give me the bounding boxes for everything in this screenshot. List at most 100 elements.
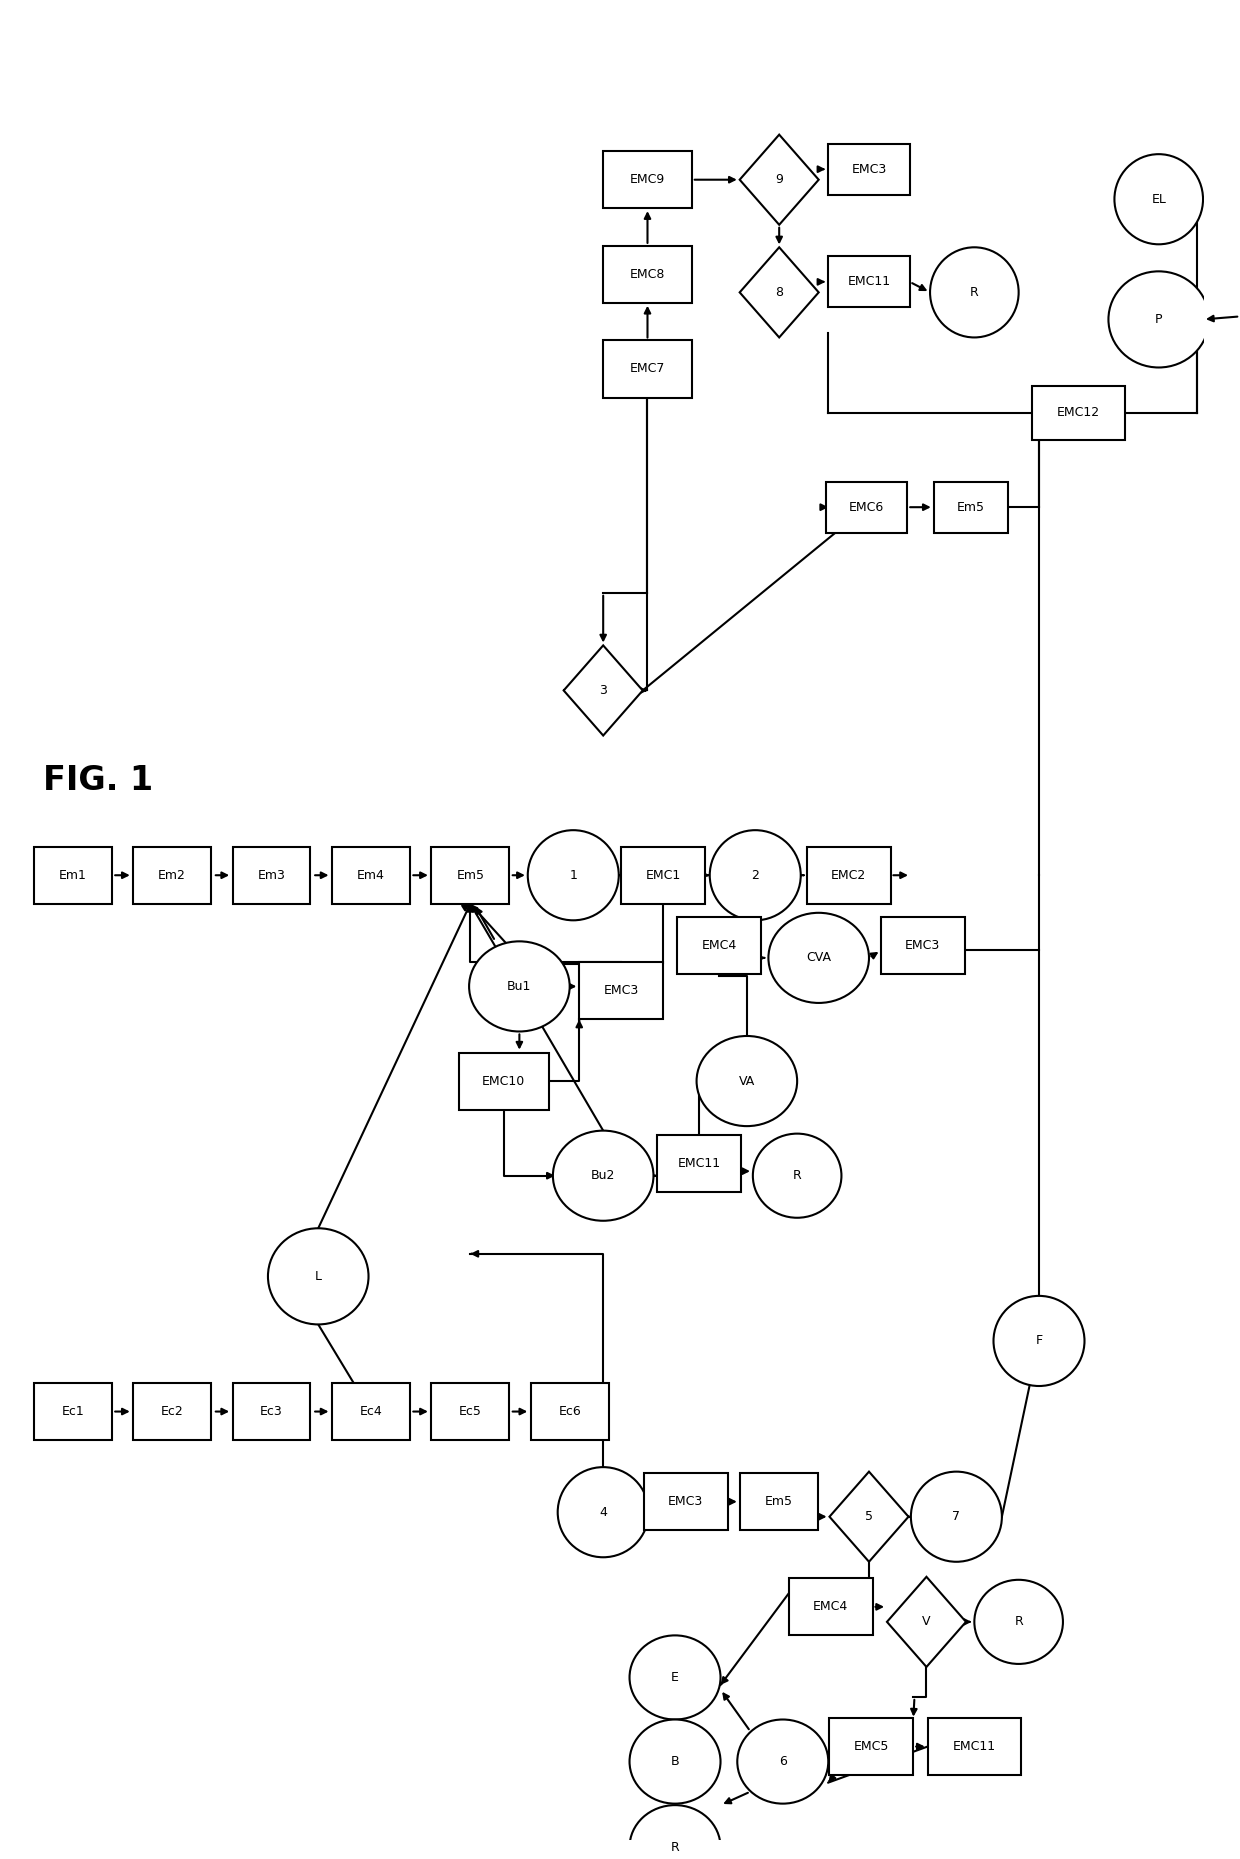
FancyBboxPatch shape <box>621 846 706 903</box>
FancyBboxPatch shape <box>233 846 310 903</box>
Text: EL: EL <box>1151 193 1166 206</box>
Text: E: E <box>671 1671 680 1684</box>
Ellipse shape <box>753 1134 842 1218</box>
Ellipse shape <box>911 1472 1002 1562</box>
Polygon shape <box>830 1472 909 1562</box>
Ellipse shape <box>469 941 569 1032</box>
Text: EMC3: EMC3 <box>668 1495 703 1508</box>
Ellipse shape <box>738 1720 828 1803</box>
FancyBboxPatch shape <box>432 1383 510 1441</box>
Text: EMC12: EMC12 <box>1056 405 1100 418</box>
Text: Em4: Em4 <box>357 868 384 881</box>
Ellipse shape <box>268 1229 368 1324</box>
Text: EMC4: EMC4 <box>702 939 737 952</box>
FancyBboxPatch shape <box>740 1472 818 1530</box>
Text: R: R <box>671 1840 680 1853</box>
Text: EMC11: EMC11 <box>847 275 890 288</box>
Text: 3: 3 <box>599 684 608 697</box>
Ellipse shape <box>930 247 1018 338</box>
Ellipse shape <box>697 1035 797 1127</box>
FancyBboxPatch shape <box>677 916 761 974</box>
FancyBboxPatch shape <box>928 1718 1021 1775</box>
Ellipse shape <box>630 1636 720 1720</box>
Text: R: R <box>970 286 978 299</box>
Text: Ec1: Ec1 <box>62 1405 84 1418</box>
Ellipse shape <box>993 1296 1085 1387</box>
Text: 4: 4 <box>599 1506 608 1519</box>
Text: Em5: Em5 <box>765 1495 794 1508</box>
Text: EMC1: EMC1 <box>646 868 681 881</box>
Ellipse shape <box>558 1467 649 1558</box>
FancyBboxPatch shape <box>828 143 910 195</box>
FancyBboxPatch shape <box>33 846 112 903</box>
Text: Em5: Em5 <box>456 868 485 881</box>
Text: EMC8: EMC8 <box>630 268 665 281</box>
FancyBboxPatch shape <box>1032 385 1125 439</box>
Ellipse shape <box>709 831 801 920</box>
FancyBboxPatch shape <box>603 151 692 208</box>
Text: EMC11: EMC11 <box>952 1740 996 1753</box>
FancyBboxPatch shape <box>233 1383 310 1441</box>
Text: V: V <box>923 1615 931 1628</box>
FancyBboxPatch shape <box>332 1383 410 1441</box>
Text: 1: 1 <box>569 868 577 881</box>
Text: EMC6: EMC6 <box>849 500 884 513</box>
FancyBboxPatch shape <box>830 1718 914 1775</box>
FancyBboxPatch shape <box>133 846 211 903</box>
Text: R: R <box>792 1169 801 1182</box>
Ellipse shape <box>975 1580 1063 1664</box>
Text: 7: 7 <box>952 1510 961 1523</box>
FancyBboxPatch shape <box>579 963 663 1019</box>
Text: Em1: Em1 <box>58 868 87 881</box>
FancyBboxPatch shape <box>603 245 692 303</box>
Text: VA: VA <box>739 1075 755 1088</box>
Ellipse shape <box>528 831 619 920</box>
Text: EMC7: EMC7 <box>630 363 665 376</box>
Text: 6: 6 <box>779 1755 786 1768</box>
Ellipse shape <box>769 913 869 1004</box>
Polygon shape <box>740 247 818 338</box>
Text: Em3: Em3 <box>258 868 285 881</box>
Text: 2: 2 <box>751 868 759 881</box>
FancyBboxPatch shape <box>432 846 510 903</box>
Text: Ec5: Ec5 <box>459 1405 481 1418</box>
Text: Ec6: Ec6 <box>558 1405 582 1418</box>
Text: Em5: Em5 <box>957 500 985 513</box>
FancyBboxPatch shape <box>880 916 965 974</box>
Ellipse shape <box>553 1130 653 1221</box>
Ellipse shape <box>630 1720 720 1803</box>
Text: EMC4: EMC4 <box>813 1601 848 1614</box>
FancyBboxPatch shape <box>657 1136 740 1192</box>
Text: P: P <box>1154 312 1162 325</box>
Polygon shape <box>887 1576 966 1668</box>
FancyBboxPatch shape <box>459 1052 549 1110</box>
Text: EMC5: EMC5 <box>853 1740 889 1753</box>
FancyBboxPatch shape <box>828 257 910 307</box>
FancyBboxPatch shape <box>33 1383 112 1441</box>
Ellipse shape <box>630 1805 720 1859</box>
Text: EMC10: EMC10 <box>482 1075 526 1088</box>
Text: CVA: CVA <box>806 952 831 965</box>
Text: EMC2: EMC2 <box>831 868 867 881</box>
Text: Em2: Em2 <box>159 868 186 881</box>
Text: R: R <box>1014 1615 1023 1628</box>
FancyBboxPatch shape <box>644 1472 728 1530</box>
Text: 5: 5 <box>866 1510 873 1523</box>
Text: F: F <box>1035 1335 1043 1348</box>
Text: FIG. 1: FIG. 1 <box>43 764 153 798</box>
FancyBboxPatch shape <box>807 846 890 903</box>
Text: EMC3: EMC3 <box>604 985 639 998</box>
FancyBboxPatch shape <box>789 1578 873 1636</box>
Text: L: L <box>315 1270 321 1283</box>
FancyBboxPatch shape <box>531 1383 609 1441</box>
Text: Ec4: Ec4 <box>360 1405 382 1418</box>
Text: EMC3: EMC3 <box>852 164 887 177</box>
Text: Ec3: Ec3 <box>260 1405 283 1418</box>
FancyBboxPatch shape <box>332 846 410 903</box>
FancyBboxPatch shape <box>603 340 692 398</box>
Text: Bu1: Bu1 <box>507 980 532 993</box>
Text: EMC11: EMC11 <box>677 1156 720 1169</box>
Text: B: B <box>671 1755 680 1768</box>
Ellipse shape <box>1115 154 1203 244</box>
FancyBboxPatch shape <box>826 481 908 534</box>
